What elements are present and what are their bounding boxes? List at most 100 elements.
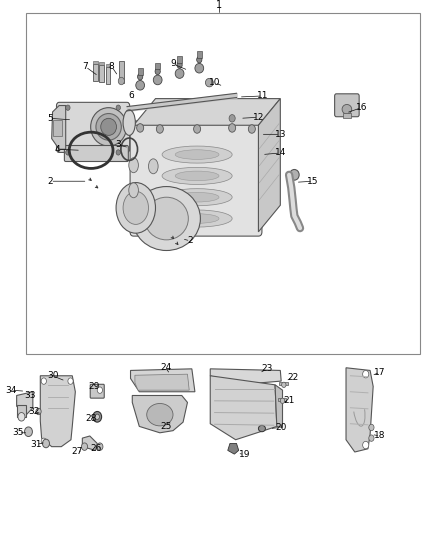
Text: 2: 2 <box>48 177 53 185</box>
Bar <box>106 64 110 67</box>
Text: 3: 3 <box>115 141 121 149</box>
Ellipse shape <box>205 78 213 87</box>
Polygon shape <box>346 368 373 452</box>
Text: 24: 24 <box>160 364 171 372</box>
Bar <box>99 65 104 82</box>
Circle shape <box>156 125 163 133</box>
Circle shape <box>81 443 88 450</box>
Bar <box>278 398 286 401</box>
Ellipse shape <box>175 171 219 181</box>
Ellipse shape <box>136 80 145 90</box>
Ellipse shape <box>148 159 158 174</box>
Circle shape <box>137 124 144 132</box>
Circle shape <box>116 150 120 155</box>
Bar <box>119 61 124 83</box>
Text: 32: 32 <box>28 407 40 416</box>
Bar <box>99 62 104 65</box>
Ellipse shape <box>258 425 265 432</box>
Text: 26: 26 <box>91 445 102 453</box>
Text: 17: 17 <box>374 368 386 376</box>
Bar <box>343 113 351 118</box>
Text: 33: 33 <box>24 391 35 400</box>
Polygon shape <box>82 436 97 450</box>
FancyBboxPatch shape <box>57 102 130 152</box>
Ellipse shape <box>153 75 162 85</box>
Text: 14: 14 <box>275 149 286 157</box>
Ellipse shape <box>147 403 173 426</box>
Ellipse shape <box>123 191 148 224</box>
Bar <box>279 382 288 385</box>
Text: 18: 18 <box>374 432 386 440</box>
Text: 21: 21 <box>283 397 295 405</box>
Text: 31: 31 <box>30 440 42 449</box>
Bar <box>177 56 182 63</box>
Ellipse shape <box>197 56 202 63</box>
Text: 8: 8 <box>109 62 115 71</box>
Ellipse shape <box>145 197 188 240</box>
Ellipse shape <box>175 214 219 223</box>
Text: 7: 7 <box>82 62 88 71</box>
Bar <box>106 67 110 84</box>
Polygon shape <box>275 385 283 427</box>
Bar <box>53 120 62 136</box>
FancyBboxPatch shape <box>130 121 262 236</box>
Text: 22: 22 <box>287 373 298 382</box>
Polygon shape <box>131 369 195 392</box>
Ellipse shape <box>129 158 138 173</box>
Text: 10: 10 <box>209 78 220 87</box>
Text: 28: 28 <box>85 414 97 423</box>
Circle shape <box>42 439 49 448</box>
Polygon shape <box>258 99 280 232</box>
Circle shape <box>36 408 41 415</box>
Bar <box>93 64 98 81</box>
Polygon shape <box>52 106 66 149</box>
Circle shape <box>68 378 73 384</box>
Text: 1: 1 <box>216 1 222 10</box>
Text: 5: 5 <box>47 114 53 123</box>
Text: 34: 34 <box>5 386 17 394</box>
Circle shape <box>93 411 102 422</box>
Ellipse shape <box>91 108 127 146</box>
Bar <box>138 68 143 75</box>
Ellipse shape <box>195 63 204 73</box>
Circle shape <box>194 125 201 133</box>
Circle shape <box>97 387 102 393</box>
FancyBboxPatch shape <box>64 146 128 161</box>
Circle shape <box>369 424 374 431</box>
Text: 16: 16 <box>356 103 367 112</box>
Text: 9: 9 <box>170 60 176 68</box>
Text: 11: 11 <box>257 92 268 100</box>
Polygon shape <box>228 443 239 454</box>
Polygon shape <box>17 392 33 416</box>
Circle shape <box>229 124 236 132</box>
Text: 4: 4 <box>54 145 60 154</box>
Text: 30: 30 <box>47 372 58 380</box>
Text: 2: 2 <box>188 237 193 245</box>
Text: 19: 19 <box>239 450 250 459</box>
Ellipse shape <box>162 167 232 184</box>
Ellipse shape <box>101 118 117 135</box>
Circle shape <box>116 105 120 110</box>
Ellipse shape <box>162 189 232 206</box>
Polygon shape <box>210 369 281 385</box>
Circle shape <box>41 438 46 445</box>
Text: 23: 23 <box>261 365 273 373</box>
Text: 6: 6 <box>128 92 134 100</box>
Circle shape <box>66 150 70 155</box>
Polygon shape <box>210 376 277 440</box>
Circle shape <box>97 443 103 450</box>
Ellipse shape <box>162 146 232 163</box>
FancyBboxPatch shape <box>335 94 359 117</box>
Polygon shape <box>134 99 280 125</box>
Bar <box>155 63 160 69</box>
Ellipse shape <box>123 110 135 135</box>
Circle shape <box>363 370 369 378</box>
Bar <box>93 61 98 64</box>
Circle shape <box>95 414 99 419</box>
Text: 35: 35 <box>13 429 24 437</box>
FancyBboxPatch shape <box>90 384 104 398</box>
Bar <box>197 51 202 58</box>
Ellipse shape <box>177 62 182 68</box>
Ellipse shape <box>155 68 160 75</box>
Ellipse shape <box>132 187 200 251</box>
